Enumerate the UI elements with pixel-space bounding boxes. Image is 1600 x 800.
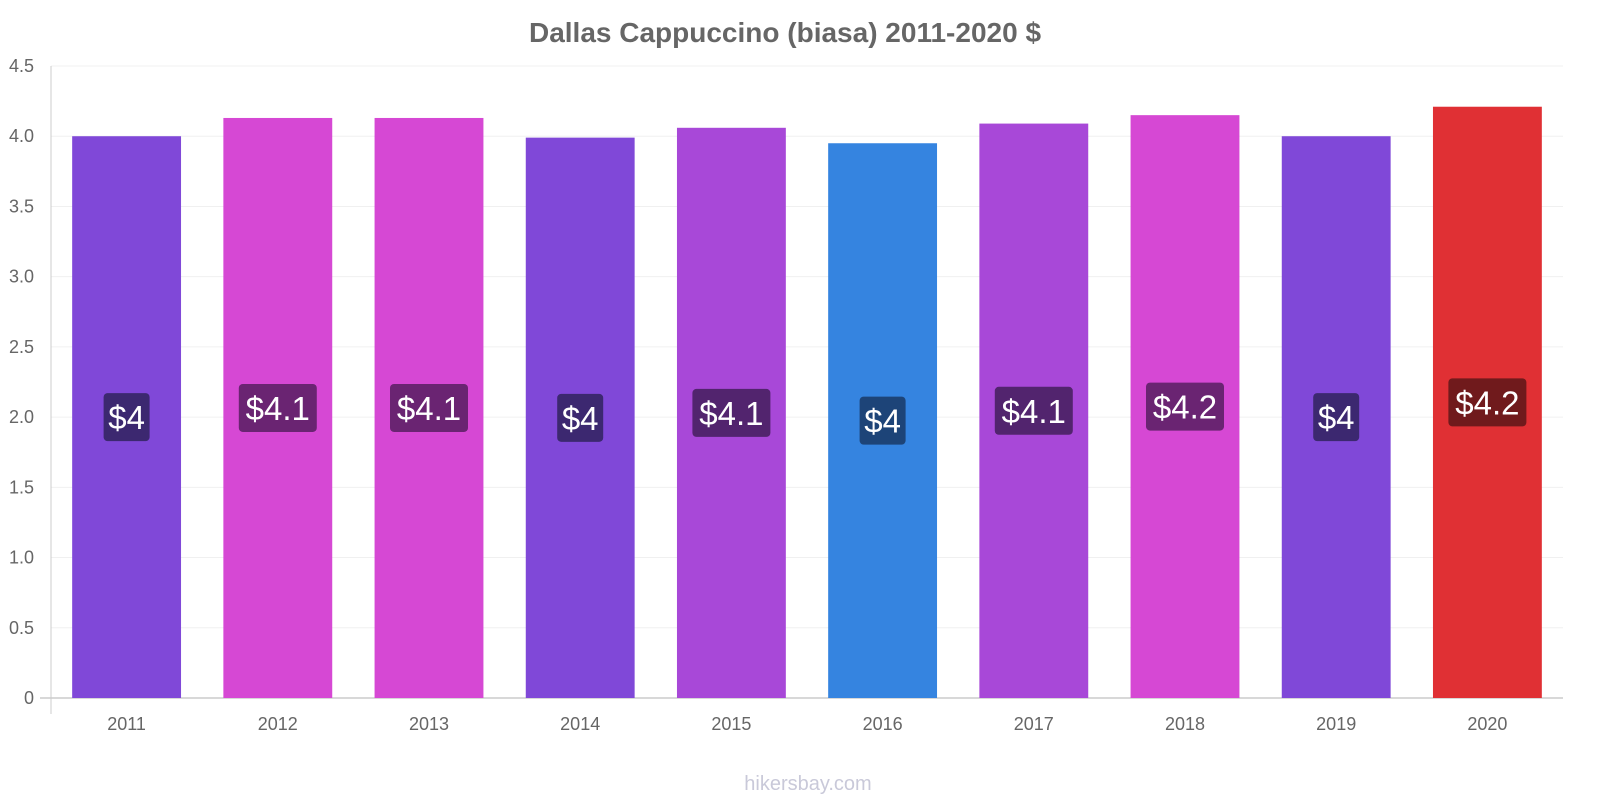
x-tick-label: 2017 — [1014, 714, 1054, 734]
footer-watermark: hikersbay.com — [744, 773, 871, 795]
x-tick-label: 2019 — [1316, 714, 1356, 734]
y-tick-label: 2.5 — [9, 337, 34, 357]
data-label-bg — [859, 396, 906, 445]
data-label: $4.1 — [397, 390, 461, 427]
y-tick-label: 3.5 — [9, 196, 34, 216]
data-label: $4.1 — [699, 395, 763, 432]
data-label: $4 — [1318, 399, 1355, 436]
x-tick-label: 2012 — [258, 714, 298, 734]
data-label: $4.1 — [246, 390, 310, 427]
data-label: $4 — [108, 399, 145, 436]
y-tick-label: 1.0 — [9, 548, 34, 568]
data-labels: $4 $4.1 $4.1 $4 $4.1 $4 $4.1 $4.2 $4 $4.2 — [103, 378, 1527, 445]
data-label-bg — [1448, 378, 1527, 427]
data-label: $4 — [562, 400, 599, 437]
y-tick-label: 3.0 — [9, 267, 34, 287]
y-tick-label: 0.5 — [9, 618, 34, 638]
x-tick-label: 2014 — [560, 714, 600, 734]
data-label-bg — [557, 393, 604, 442]
data-label-bg — [692, 388, 771, 437]
data-label: $4 — [864, 403, 901, 440]
y-tick-label: 1.5 — [9, 477, 34, 497]
data-label-bg — [103, 393, 150, 442]
x-tick-label: 2016 — [863, 714, 903, 734]
x-tick-label: 2015 — [711, 714, 751, 734]
y-tick-label: 0 — [24, 688, 34, 708]
data-label: $4.2 — [1153, 389, 1217, 426]
y-tick-label: 2.0 — [9, 407, 34, 427]
data-label: $4.2 — [1455, 384, 1519, 421]
data-label: $4.1 — [1002, 393, 1066, 430]
x-tick-label: 2018 — [1165, 714, 1205, 734]
y-tick-label: 4.0 — [9, 126, 34, 146]
x-tick-label: 2020 — [1467, 714, 1507, 734]
x-tick-label: 2013 — [409, 714, 449, 734]
chart-title: Dallas Cappuccino (biasa) 2011-2020 $ — [529, 17, 1041, 48]
y-tick-label: 4.5 — [9, 56, 34, 76]
data-label-bg — [238, 383, 317, 432]
data-label-bg — [1146, 382, 1224, 431]
data-label-bg — [390, 383, 468, 432]
x-tick-label: 2011 — [107, 714, 146, 734]
data-label-bg — [994, 386, 1073, 435]
data-label-bg — [1313, 393, 1360, 442]
